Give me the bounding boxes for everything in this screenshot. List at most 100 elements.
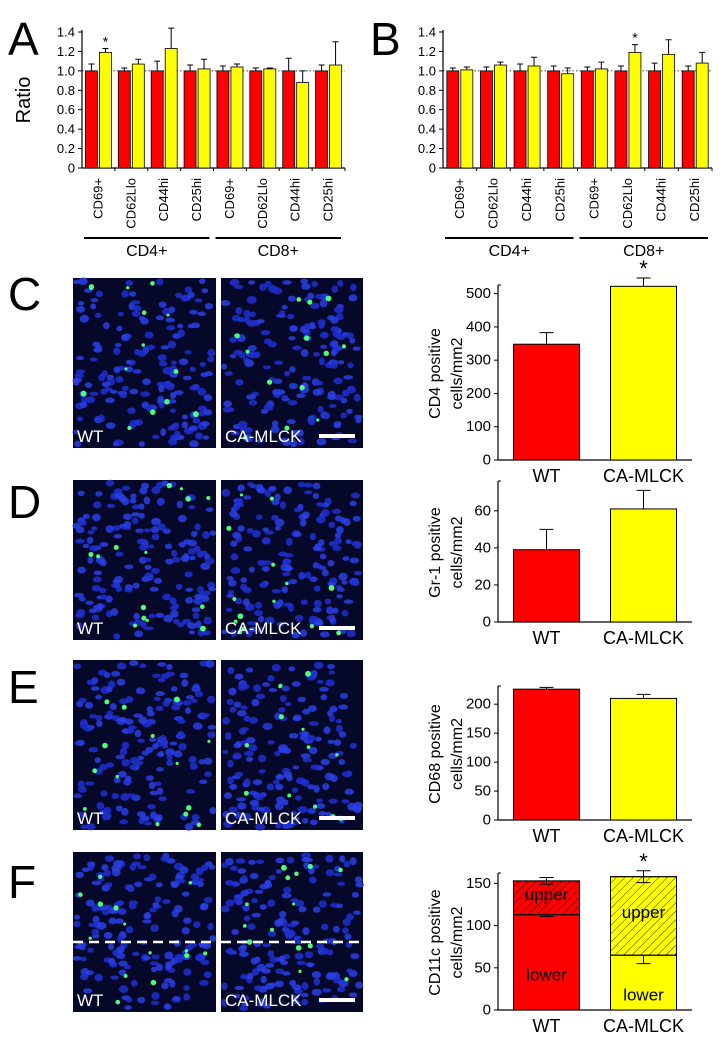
bar [513, 70, 527, 169]
nucleus [90, 303, 97, 310]
stained-cell [80, 390, 87, 397]
error-bar [631, 44, 638, 53]
stained-cell [123, 974, 128, 978]
nucleus [96, 921, 107, 930]
nucleus [284, 702, 292, 707]
nucleus [238, 951, 249, 958]
nucleus [119, 819, 129, 825]
nucleus [259, 283, 267, 291]
nucleus [195, 432, 203, 440]
nucleus [294, 795, 302, 801]
nucleus [291, 531, 302, 538]
nucleus [274, 751, 281, 757]
nucleus [312, 607, 322, 613]
nucleus [103, 322, 110, 330]
nucleus [157, 395, 165, 404]
nucleus [188, 425, 198, 432]
nucleus [317, 405, 324, 413]
nucleus [197, 586, 204, 594]
nucleus [248, 280, 256, 285]
nucleus [321, 569, 329, 577]
nucleus [333, 739, 342, 746]
stained-cell [166, 482, 173, 489]
nucleus [278, 744, 288, 752]
nucleus [299, 629, 308, 637]
nucleus [73, 663, 82, 669]
nucleus [255, 601, 263, 609]
y-tick-label: 0 [429, 161, 436, 176]
nucleus [226, 576, 234, 581]
nucleus [301, 852, 312, 859]
nucleus [222, 810, 231, 818]
nucleus [237, 525, 245, 532]
nucleus [184, 823, 194, 831]
significance-marker: * [639, 256, 648, 281]
nucleus [184, 707, 191, 715]
nucleus [226, 593, 235, 598]
nucleus [279, 910, 287, 918]
nucleus [207, 731, 216, 739]
nucleus [152, 901, 160, 908]
bar [150, 70, 164, 169]
nucleus [140, 317, 149, 325]
x-tick-label: CD62Llo [485, 178, 500, 229]
stained-cell [155, 822, 160, 827]
stained-cell [294, 871, 299, 877]
error-bar [665, 39, 672, 55]
nucleus [337, 360, 345, 365]
nucleus [354, 876, 363, 883]
micrograph: CA-MLCK [221, 660, 363, 831]
stained-cell [133, 623, 138, 628]
stained-cell [287, 793, 292, 798]
nucleus [131, 504, 140, 510]
nucleus [237, 484, 245, 492]
nucleus [259, 904, 267, 910]
stained-cell [115, 774, 119, 779]
nucleus [276, 621, 285, 627]
nucleus [157, 662, 167, 667]
nucleus [174, 390, 184, 396]
nucleus [113, 776, 121, 784]
nucleus [318, 357, 325, 366]
nucleus [166, 663, 173, 671]
nucleus [311, 864, 320, 869]
nucleus [268, 687, 278, 692]
bar [610, 508, 677, 623]
bar [513, 343, 580, 461]
error-bar [539, 877, 554, 885]
x-tick-label: CD44hi [519, 178, 534, 221]
nucleus [303, 323, 311, 331]
y-tick-label: 0.2 [418, 141, 436, 156]
nucleus [153, 577, 163, 584]
nucleus [282, 971, 291, 976]
nucleus [221, 488, 231, 497]
nucleus [169, 408, 176, 413]
nucleus [354, 541, 362, 549]
bar [296, 82, 310, 169]
y-tick-label: 1.2 [57, 44, 75, 59]
nucleus [191, 685, 201, 693]
stained-cell [206, 495, 211, 501]
nucleus [187, 291, 195, 299]
nucleus [266, 783, 275, 791]
nucleus [310, 302, 320, 310]
nucleus [246, 756, 254, 762]
nucleus [158, 401, 165, 409]
nucleus [203, 971, 212, 979]
stained-cell [272, 599, 276, 603]
nucleus [327, 739, 335, 745]
nucleus [248, 566, 255, 573]
nucleus [307, 705, 317, 712]
nucleus [235, 858, 246, 864]
nucleus [127, 407, 136, 415]
nucleus [187, 539, 197, 547]
nucleus [349, 500, 357, 507]
stained-cell [298, 969, 302, 973]
nucleus [95, 491, 103, 497]
nucleus [88, 747, 99, 753]
nucleus [276, 796, 286, 804]
nucleus [221, 629, 228, 635]
nucleus [111, 671, 121, 677]
nucleus [227, 666, 235, 675]
nucleus [137, 996, 146, 1004]
